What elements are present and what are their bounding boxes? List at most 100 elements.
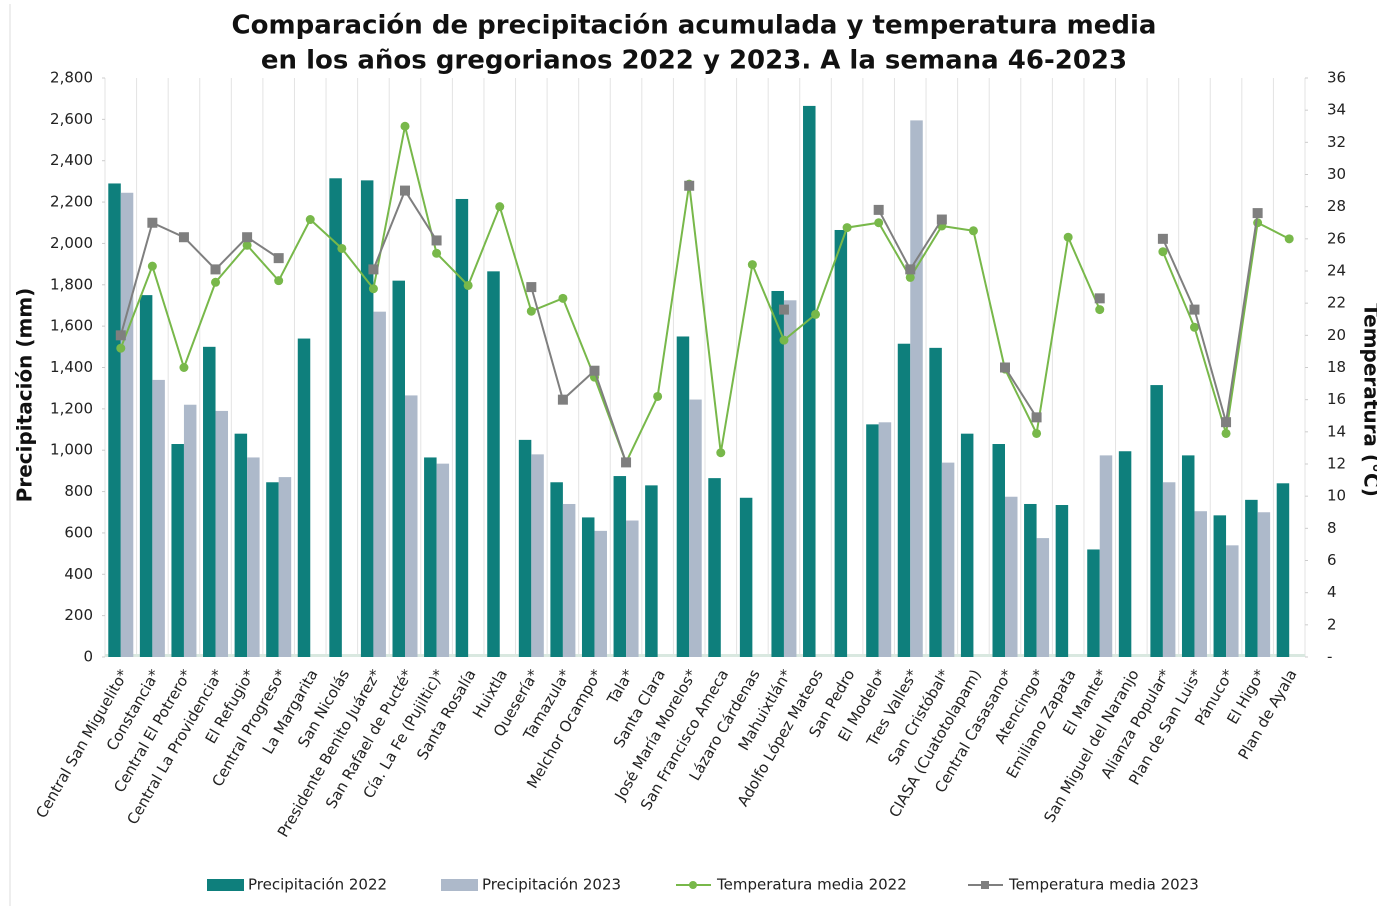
bar (1005, 496, 1018, 657)
marker (1189, 322, 1199, 332)
bar (234, 433, 248, 657)
legend-swatch (207, 879, 244, 891)
y2-tick-label: - (1327, 648, 1332, 666)
bar (171, 444, 184, 657)
marker (432, 248, 442, 258)
marker (242, 240, 252, 250)
bar (487, 271, 500, 657)
y2-tick-label: 10 (1327, 487, 1346, 505)
bar (405, 395, 418, 657)
marker (1284, 234, 1294, 244)
bar (455, 198, 469, 657)
bar (1024, 503, 1037, 657)
y-tick-label: 1,400 (50, 358, 93, 376)
y2-tick-label: 22 (1327, 294, 1346, 312)
bar (1213, 515, 1227, 657)
marker (115, 330, 126, 341)
bar (992, 444, 1005, 657)
bar (897, 343, 911, 657)
marker (210, 264, 221, 275)
legend-label: Temperatura media 2023 (1008, 876, 1199, 894)
bar (424, 457, 437, 657)
bar (203, 346, 216, 657)
y-tick-label: 200 (64, 606, 93, 624)
marker (1189, 304, 1200, 315)
y-tick-label: 1,800 (50, 275, 93, 293)
marker (1158, 247, 1168, 257)
y-tick-label: 2,600 (50, 110, 93, 128)
y2-tick-label: 12 (1327, 455, 1346, 473)
marker (1095, 305, 1105, 315)
bar (183, 404, 197, 657)
legend-swatch (441, 879, 478, 891)
bar (1181, 455, 1195, 657)
legend-label: Precipitación 2023 (482, 876, 621, 894)
legend-swatch (689, 881, 697, 889)
y-tick-label: 2,000 (50, 234, 93, 252)
marker (778, 304, 789, 315)
marker (368, 264, 379, 275)
bar (152, 379, 165, 657)
bar (783, 300, 797, 657)
y2-tick-label: 36 (1327, 69, 1346, 87)
marker (526, 306, 536, 316)
marker (1063, 232, 1073, 242)
bar (1118, 451, 1132, 657)
y-tick-label: 600 (64, 523, 93, 541)
y-tick-label: 2,400 (50, 151, 93, 169)
marker (178, 232, 189, 243)
bar (1226, 545, 1239, 657)
y2-tick-label: 6 (1327, 551, 1337, 569)
y2-tick-label: 32 (1327, 133, 1346, 151)
bar (278, 477, 292, 657)
marker (242, 232, 253, 243)
bar (739, 497, 753, 657)
y2-tick-label: 30 (1327, 165, 1346, 183)
chart-title: Comparación de precipitación acumulada y… (232, 11, 1157, 41)
bar (676, 336, 690, 657)
bar (373, 311, 386, 657)
marker (842, 223, 852, 233)
y2-tick-label: 2 (1327, 615, 1337, 633)
marker (1000, 362, 1010, 373)
bar (708, 478, 721, 657)
marker (526, 282, 537, 293)
bar (1087, 549, 1100, 657)
marker (811, 309, 821, 319)
bar (518, 439, 532, 657)
y2-tick-label: 18 (1327, 358, 1346, 376)
marker (873, 204, 884, 215)
y2-tick-label: 14 (1327, 422, 1346, 440)
marker (684, 180, 695, 191)
y-tick-label: 400 (64, 565, 93, 583)
marker (273, 253, 284, 264)
marker (305, 215, 315, 225)
y2-tick-label: 20 (1327, 326, 1346, 344)
bar (771, 290, 784, 657)
y2-tick-label: 34 (1327, 101, 1346, 119)
marker (716, 448, 726, 458)
bar (360, 180, 374, 657)
marker (116, 343, 126, 353)
bar (581, 517, 595, 657)
legend-label: Temperatura media 2022 (716, 876, 907, 894)
bar (613, 476, 627, 657)
bar (866, 424, 879, 657)
y2-tick-label: 28 (1327, 197, 1346, 215)
bar (941, 462, 955, 657)
bar (1099, 455, 1113, 657)
legend-swatch (981, 881, 989, 889)
bar (550, 482, 563, 657)
bar (1245, 499, 1258, 657)
y-tick-label: 1,200 (50, 399, 93, 417)
bar (1150, 385, 1163, 657)
marker (1221, 417, 1232, 428)
marker (147, 217, 158, 228)
bar (1194, 511, 1207, 657)
bar (960, 433, 974, 657)
marker (653, 391, 663, 401)
bar (139, 295, 153, 657)
bar (834, 229, 848, 658)
bar (247, 457, 260, 657)
